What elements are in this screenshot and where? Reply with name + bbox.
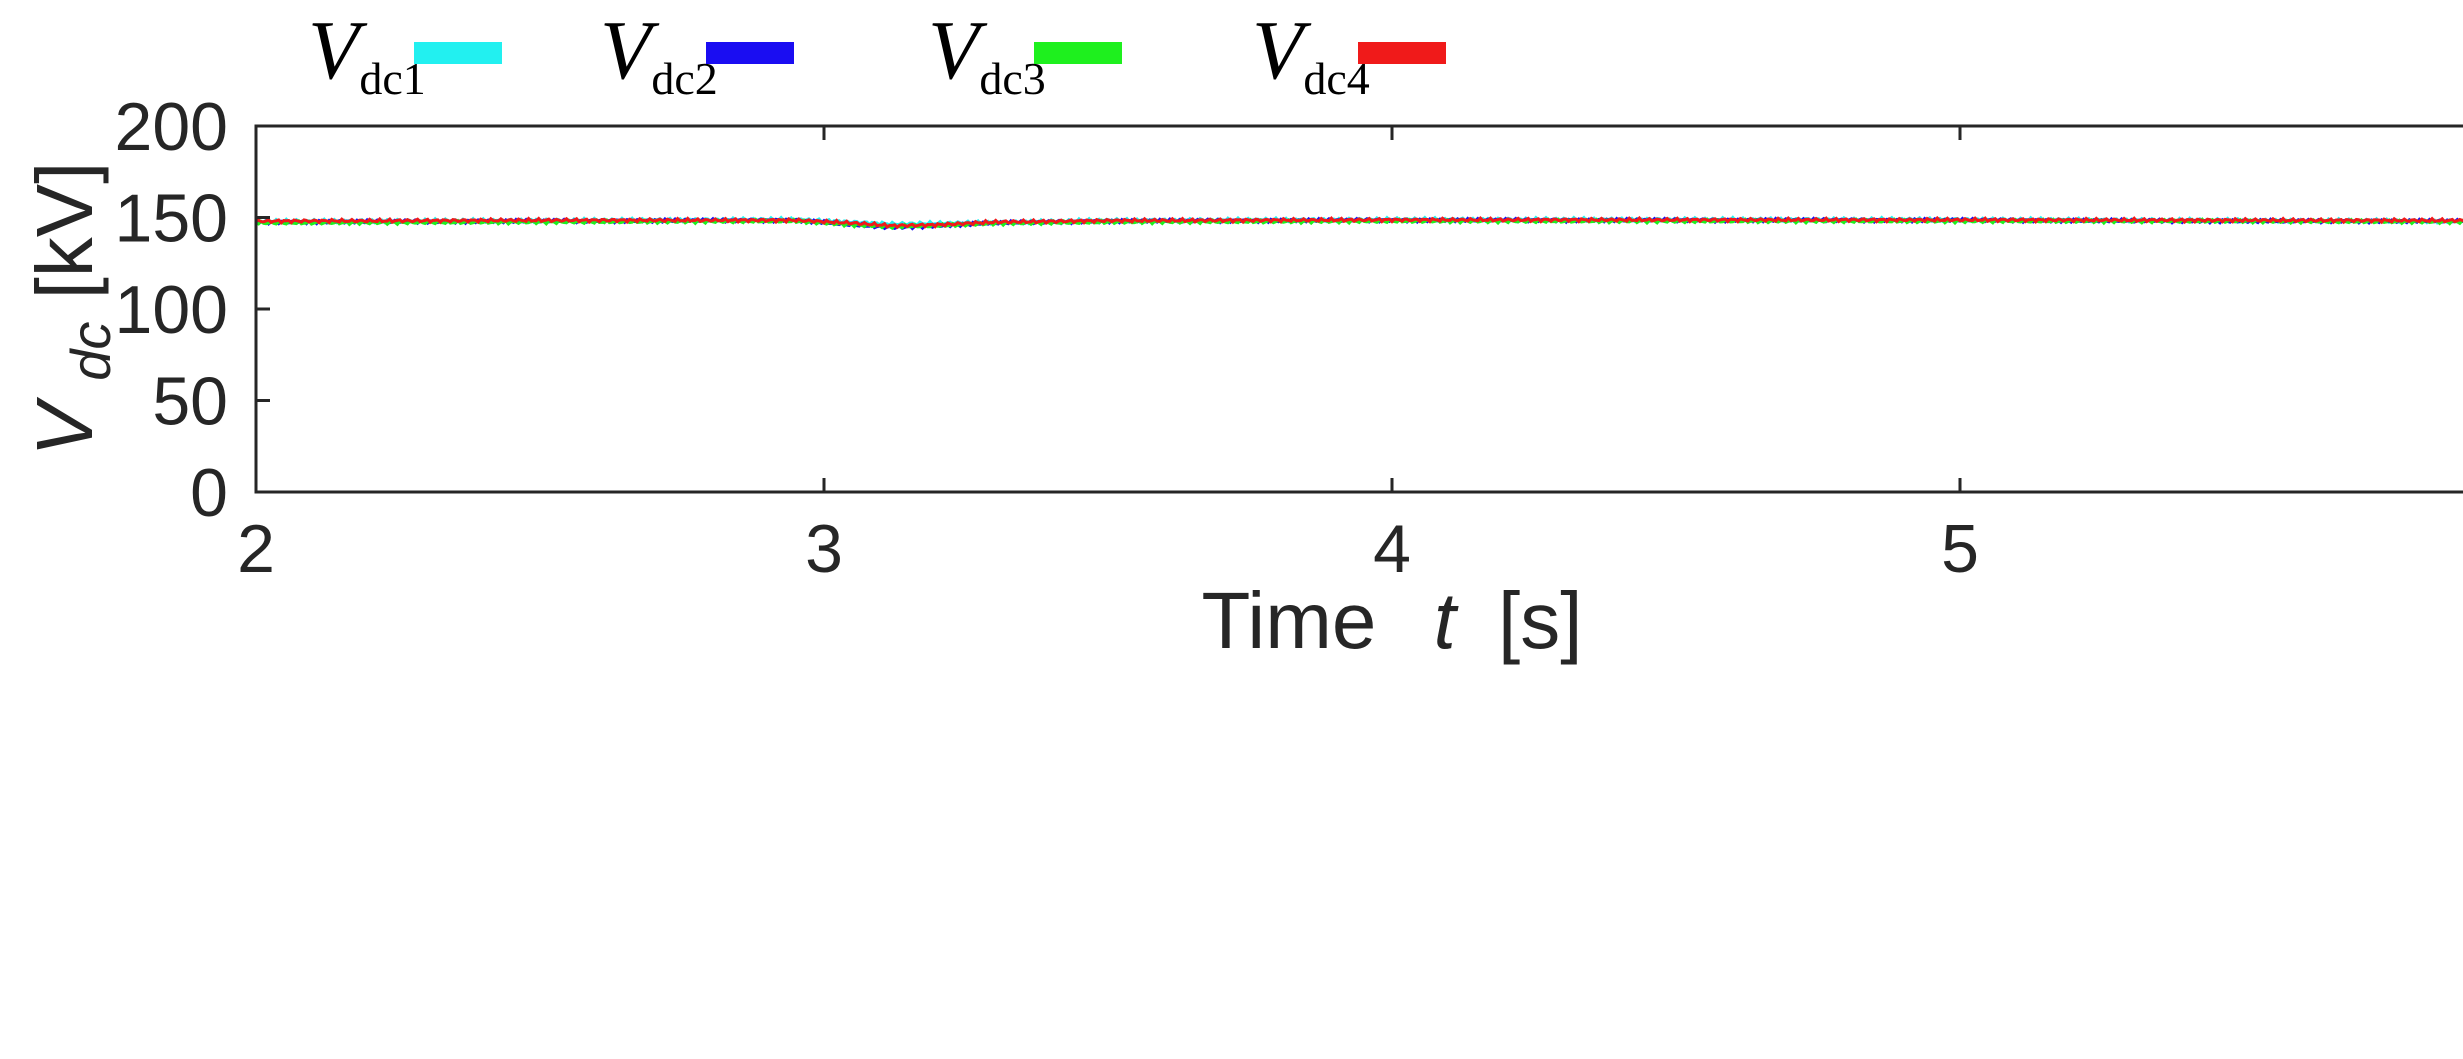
axis-ticks: 23456050100150200: [115, 89, 1979, 587]
y-axis-title: V dc [kV]: [20, 162, 127, 457]
x-axis-title-prefix: Time: [1202, 576, 1377, 665]
legend-swatch-dc3: [1034, 42, 1122, 64]
y-tick-label: 200: [115, 89, 228, 165]
legend-label-dc2: Vdc2: [600, 4, 718, 104]
y-tick-label: 0: [190, 455, 228, 531]
legend-label-dc3: Vdc3: [928, 4, 1046, 104]
x-tick-label: 4: [1373, 511, 1411, 587]
y-axis-title-subscript: dc: [59, 322, 122, 381]
legend-item-dc4: Vdc4: [1252, 4, 1446, 104]
legend-label-dc1: Vdc1: [308, 4, 426, 104]
y-axis-title-unit: [kV]: [20, 162, 109, 300]
plot-frame: [254, 124, 2463, 494]
y-tick-label: 150: [115, 181, 228, 257]
legend-item-dc2: Vdc2: [600, 4, 794, 104]
legend-item-dc1: Vdc1: [308, 4, 502, 104]
legend: Vdc1 Vdc2 Vdc3 Vdc4: [308, 4, 1446, 104]
x-axis-title-unit: [s]: [1498, 576, 1582, 665]
x-tick-label: 3: [805, 511, 843, 587]
legend-swatch-dc2: [706, 42, 794, 64]
x-axis-title: Time t [s]: [1202, 576, 1583, 665]
y-tick-label: 50: [152, 364, 228, 440]
series-line-dc4: [255, 215, 2463, 230]
legend-label-symbol: V: [1252, 4, 1312, 97]
legend-label-symbol: V: [928, 4, 988, 97]
y-tick-label: 100: [115, 272, 228, 348]
legend-label-symbol: V: [600, 4, 660, 97]
legend-swatch-dc1: [414, 42, 502, 64]
legend-swatch-dc4: [1358, 42, 1446, 64]
legend-item-dc3: Vdc3: [928, 4, 1122, 104]
x-tick-label: 2: [237, 511, 275, 587]
x-tick-label: 5: [1941, 511, 1979, 587]
x-axis-title-variable: t: [1434, 576, 1459, 665]
series-layer: [254, 215, 2463, 231]
y-axis-title-symbol: V: [20, 396, 109, 456]
legend-label-symbol: V: [308, 4, 368, 97]
legend-label-dc4: Vdc4: [1252, 4, 1370, 104]
